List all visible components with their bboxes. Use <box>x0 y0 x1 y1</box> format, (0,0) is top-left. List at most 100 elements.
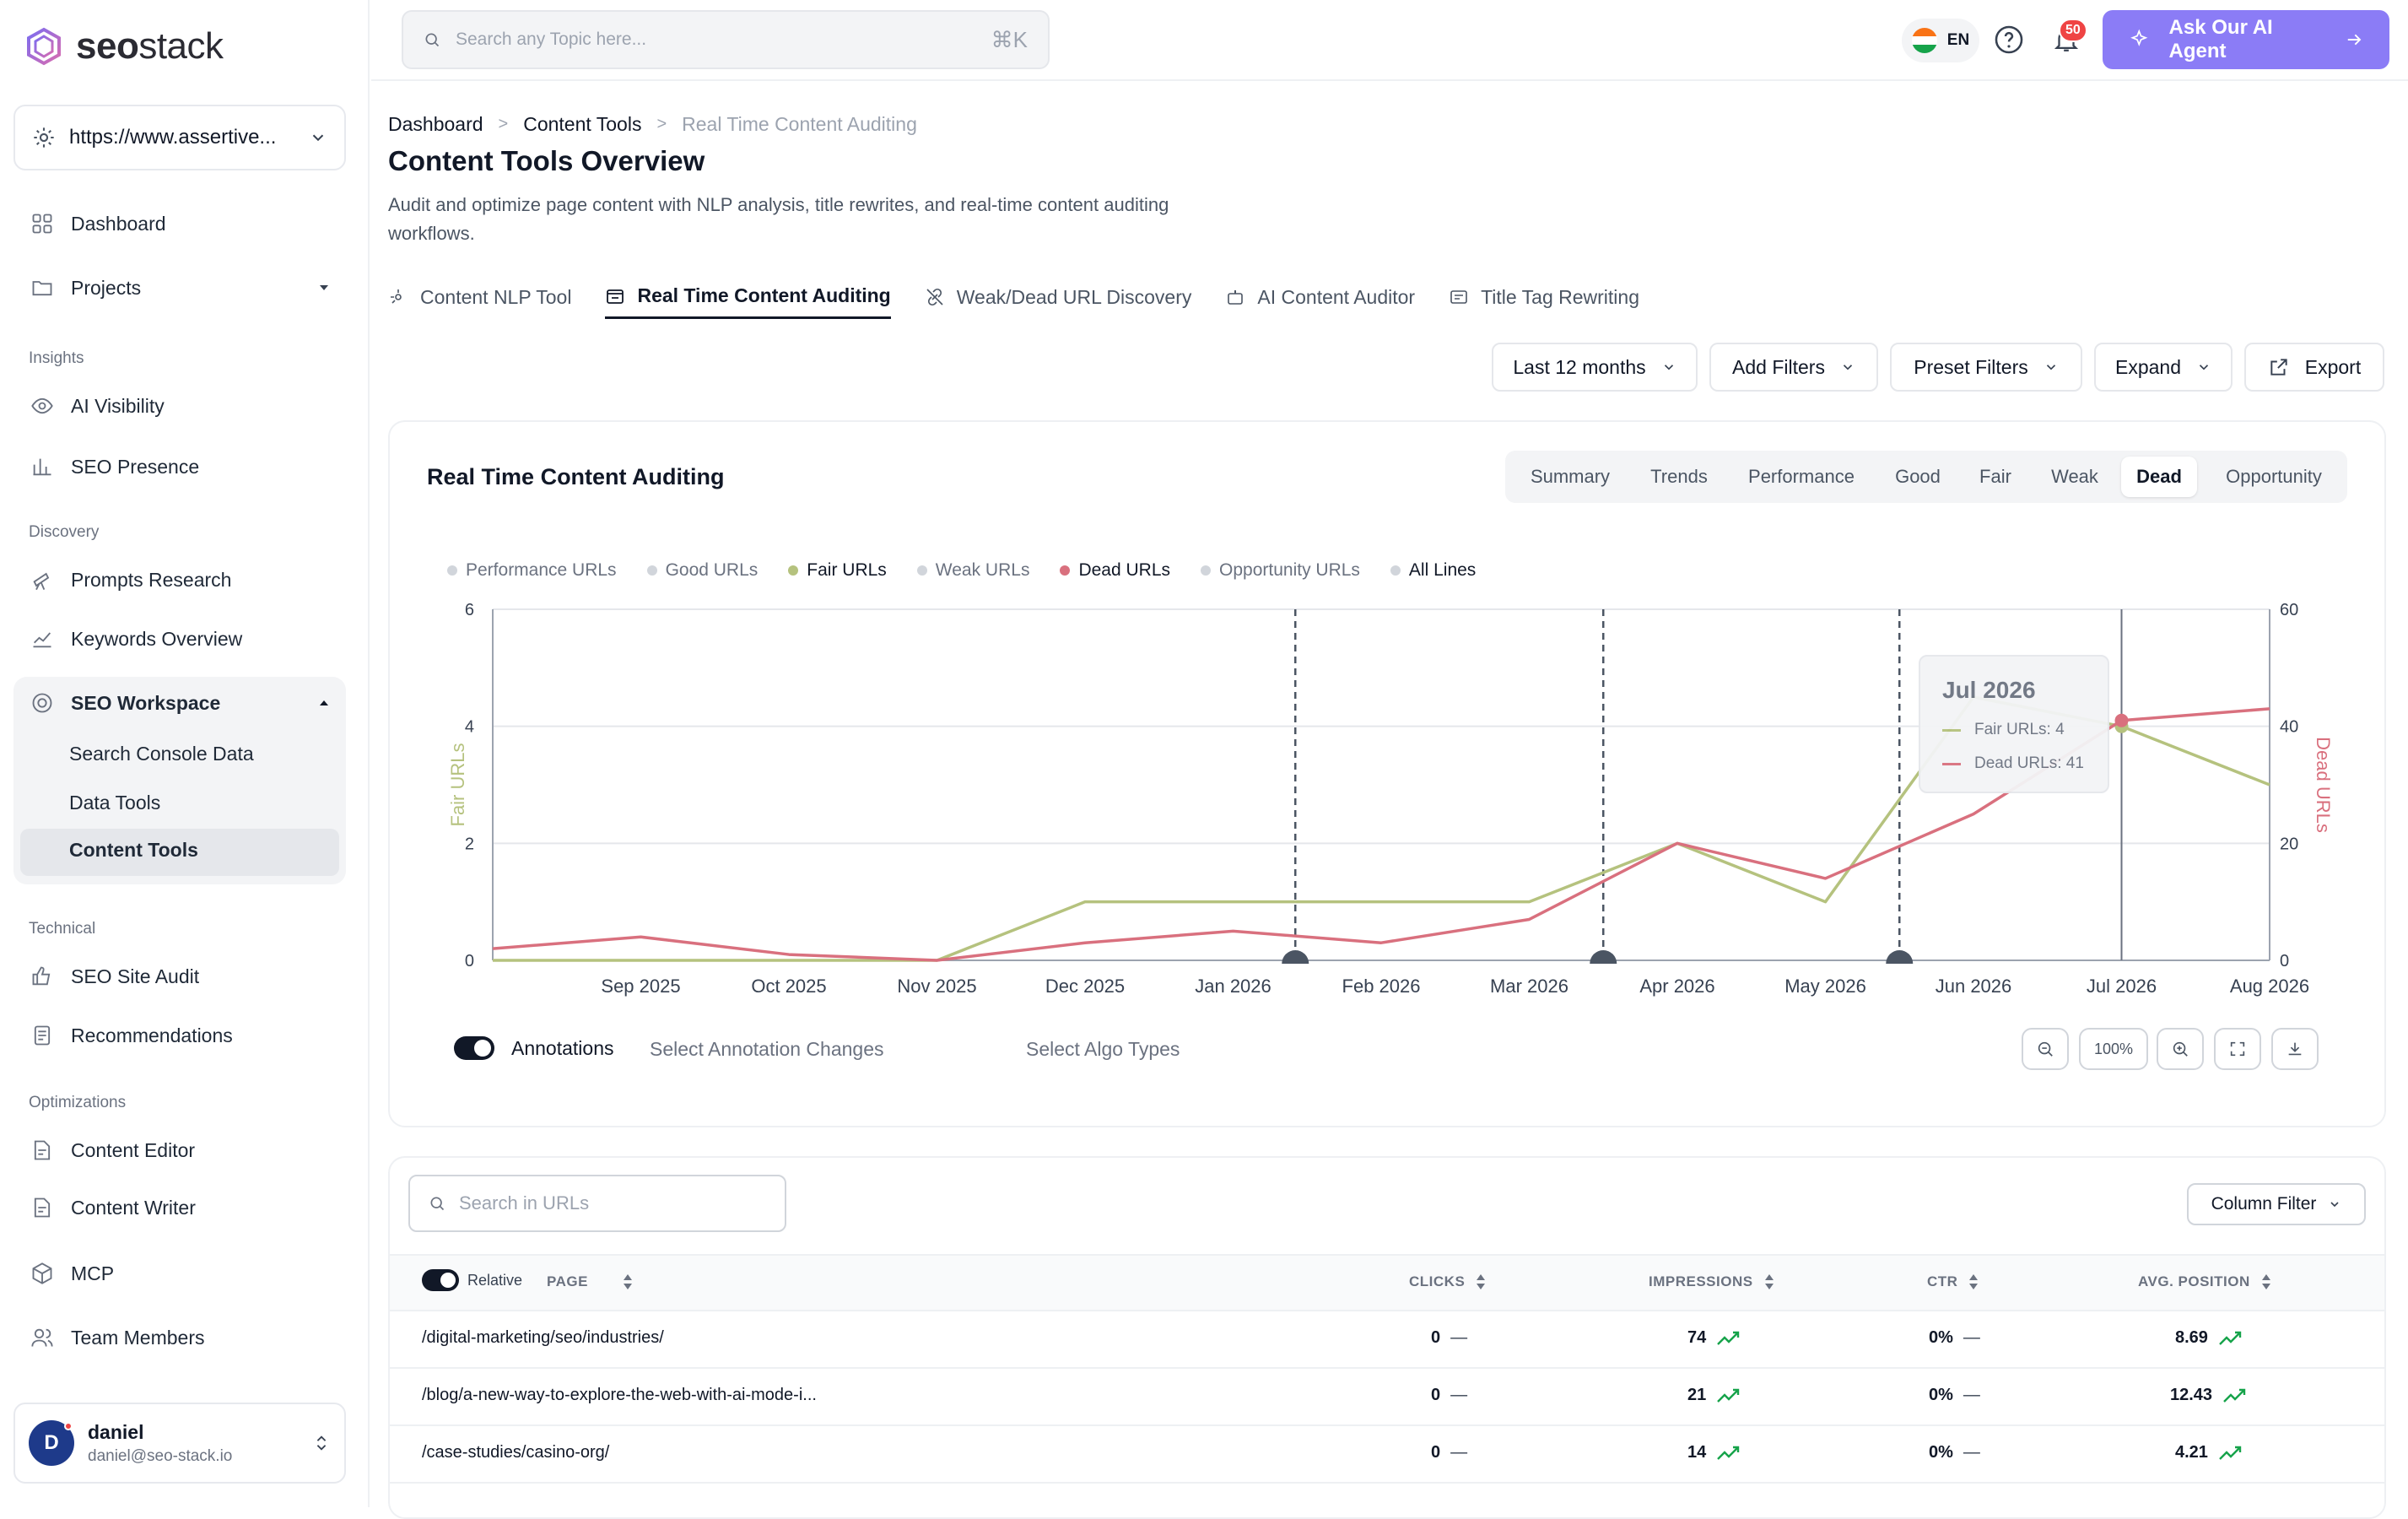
sidebar-item-projects[interactable]: Projects <box>13 262 346 314</box>
sidebar-item-content-editor[interactable]: Content Editor <box>13 1124 346 1176</box>
column-header-ctr[interactable]: CTR <box>1927 1273 1979 1291</box>
page-description: Audit and optimize page content with NLP… <box>388 194 1169 244</box>
legend-weak[interactable]: Weak URLs <box>916 560 1029 581</box>
toggle-switch[interactable] <box>422 1269 459 1291</box>
preset-filters-dropdown[interactable]: Preset Filters <box>1890 343 2082 392</box>
relative-toggle[interactable]: Relative <box>422 1269 522 1291</box>
sidebar: seostack https://www.assertive... Dashbo… <box>0 0 370 1507</box>
flat-trend-icon: — <box>1450 1443 1468 1462</box>
sidebar-item-dashboard[interactable]: Dashboard <box>13 197 346 250</box>
help-icon[interactable] <box>1993 24 2025 56</box>
sidebar-item-keywords-overview[interactable]: Keywords Overview <box>13 613 346 665</box>
segment-summary[interactable]: Summary <box>1530 466 1611 487</box>
header-label: PAGE <box>547 1273 588 1289</box>
sidebar-subitem-content-tools[interactable]: Content Tools <box>69 839 198 861</box>
tab-label: Weak/Dead URL Discovery <box>956 285 1192 308</box>
tab-label: Title Tag Rewriting <box>1481 285 1639 308</box>
table-row[interactable] <box>390 1369 2384 1426</box>
segment-good[interactable]: Good <box>1895 466 1941 487</box>
language-selector[interactable]: EN <box>1902 19 1979 62</box>
tab-real-time-content-auditing[interactable]: Real Time Content Auditing <box>605 275 891 319</box>
tab-ai-content-auditor[interactable]: AI Content Auditor <box>1225 275 1415 319</box>
legend-good[interactable]: Good URLs <box>646 560 758 581</box>
download-button[interactable] <box>2271 1028 2319 1070</box>
export-label: Export <box>2304 355 2362 378</box>
column-filter-label: Column Filter <box>2211 1194 2317 1214</box>
segment-dead[interactable]: Dead <box>2121 457 2197 497</box>
column-filter-button[interactable]: Column Filter <box>2187 1183 2366 1225</box>
segment-trends[interactable]: Trends <box>1650 466 1708 487</box>
sidebar-item-label: Team Members <box>71 1326 205 1349</box>
flat-trend-icon: — <box>1963 1328 1980 1347</box>
chart-card-title: Real Time Content Auditing <box>427 464 725 489</box>
expand-dropdown[interactable]: Expand <box>2094 343 2233 392</box>
site-selector-value: https://www.assertive... <box>69 126 277 149</box>
segment-performance[interactable]: Performance <box>1748 466 1855 487</box>
breadcrumb-item[interactable]: Dashboard <box>388 113 483 135</box>
sidebar-item-recommendations[interactable]: Recommendations <box>13 1009 346 1062</box>
clicks-value: 0 <box>1431 1328 1441 1347</box>
annotation-changes-select[interactable]: Select Annotation Changes <box>650 1038 884 1060</box>
sidebar-item-team-members[interactable]: Team Members <box>13 1311 346 1364</box>
page-url-cell[interactable]: /digital-marketing/seo/industries/ <box>422 1328 664 1347</box>
document-list-icon <box>34 1025 51 1046</box>
zoom-in-button[interactable] <box>2157 1028 2204 1070</box>
global-search[interactable]: Search any Topic here... ⌘K <box>402 10 1050 69</box>
breadcrumb-item[interactable]: Content Tools <box>523 113 642 135</box>
content-tools-tabs: Content NLP Tool Real Time Content Audit… <box>388 275 1639 319</box>
column-header-impressions[interactable]: IMPRESSIONS <box>1649 1273 1775 1291</box>
tab-weak-dead-url[interactable]: Weak/Dead URL Discovery <box>925 275 1192 319</box>
legend-performance[interactable]: Performance URLs <box>447 560 617 581</box>
sidebar-item-content-writer[interactable]: Content Writer <box>13 1181 346 1234</box>
fullscreen-button[interactable] <box>2214 1028 2261 1070</box>
segment-fair[interactable]: Fair <box>1979 466 2011 487</box>
tab-content-nlp[interactable]: Content NLP Tool <box>388 275 571 319</box>
edit-document-icon <box>34 1140 51 1160</box>
tab-title-tag-rewriting[interactable]: Title Tag Rewriting <box>1449 275 1639 319</box>
toggle-switch[interactable] <box>454 1036 494 1060</box>
legend-dot <box>447 565 457 576</box>
sidebar-item-seo-site-audit[interactable]: SEO Site Audit <box>13 950 346 1003</box>
sidebar-subitem-search-console[interactable]: Search Console Data <box>69 743 254 765</box>
column-header-page[interactable]: PAGE <box>547 1273 634 1291</box>
zoom-level[interactable]: 100% <box>2079 1028 2148 1070</box>
flat-trend-icon: — <box>1450 1328 1468 1347</box>
sidebar-item-label: Content Editor <box>71 1138 196 1161</box>
zoom-in-icon <box>2173 1041 2188 1057</box>
add-filters-dropdown[interactable]: Add Filters <box>1709 343 1878 392</box>
sidebar-item-seo-presence[interactable]: SEO Presence <box>13 441 346 493</box>
table-row[interactable] <box>390 1311 2384 1369</box>
clicks-value: 0 <box>1431 1443 1441 1462</box>
tab-label: AI Content Auditor <box>1257 285 1416 308</box>
ask-ai-agent-button[interactable]: Ask Our AI Agent <box>2103 10 2389 69</box>
column-header-clicks[interactable]: CLICKS <box>1409 1273 1487 1291</box>
sidebar-item-seo-workspace[interactable]: SEO Workspace <box>13 677 346 729</box>
sidebar-item-label: Dashboard <box>71 212 166 235</box>
sidebar-item-ai-visibility[interactable]: AI Visibility <box>13 380 346 432</box>
url-search-input[interactable]: Search in URLs <box>408 1175 786 1232</box>
legend-opportunity[interactable]: Opportunity URLs <box>1201 560 1360 581</box>
table-row[interactable] <box>390 1426 2384 1484</box>
sidebar-item-mcp[interactable]: MCP <box>13 1247 346 1300</box>
segment-weak[interactable]: Weak <box>2051 466 2098 487</box>
sidebar-subitem-data-tools[interactable]: Data Tools <box>69 792 161 814</box>
page-url-cell[interactable]: /blog/a-new-way-to-explore-the-web-with-… <box>422 1386 817 1404</box>
zoom-out-button[interactable] <box>2022 1028 2069 1070</box>
chevron-down-icon <box>312 134 324 142</box>
algo-types-select[interactable]: Select Algo Types <box>1026 1038 1180 1060</box>
user-menu[interactable]: D daniel daniel@seo-stack.io <box>13 1403 346 1484</box>
column-header-avg-position[interactable]: AVG. POSITION <box>2138 1273 2272 1291</box>
legend-dead[interactable]: Dead URLs <box>1060 560 1170 581</box>
segment-opportunity[interactable]: Opportunity <box>2226 466 2322 487</box>
page-url-cell[interactable]: /case-studies/casino-org/ <box>422 1443 610 1462</box>
tooltip-swatch <box>1942 728 1961 732</box>
legend-fair[interactable]: Fair URLs <box>788 560 887 581</box>
annotations-toggle[interactable]: Annotations <box>454 1036 613 1060</box>
brand-logo[interactable]: seostack <box>24 25 224 68</box>
sidebar-item-label: SEO Site Audit <box>71 965 200 987</box>
sidebar-item-prompts-research[interactable]: Prompts Research <box>13 554 346 606</box>
date-range-dropdown[interactable]: Last 12 months <box>1492 343 1698 392</box>
export-button[interactable]: Export <box>2244 343 2384 392</box>
site-selector[interactable]: https://www.assertive... <box>13 105 346 170</box>
legend-all-lines[interactable]: All Lines <box>1390 560 1476 581</box>
